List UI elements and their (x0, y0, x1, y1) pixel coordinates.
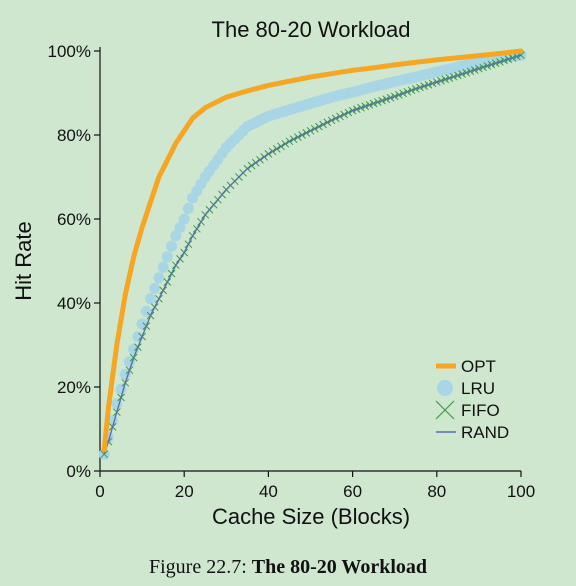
legend-label: RAND (461, 423, 509, 442)
lru-point (136, 318, 148, 330)
lru-point (149, 282, 161, 294)
lru-point (178, 213, 190, 225)
x-tick-label: 60 (343, 482, 362, 501)
y-tick-label: 20% (57, 378, 91, 397)
series-lru (98, 49, 527, 460)
x-tick-label: 40 (259, 482, 278, 501)
legend-entry-lru: LRU (437, 379, 495, 398)
rand-line (103, 54, 522, 455)
lru-point (145, 293, 157, 305)
y-tick-label: 0% (66, 462, 91, 481)
y-axis-label: Hit Rate (11, 221, 36, 300)
y-tick-label: 40% (57, 294, 91, 313)
legend-label: LRU (461, 379, 495, 398)
legend-entry-fifo: FIFO (435, 400, 500, 420)
y-tick-label: 80% (57, 126, 91, 145)
caption-prefix: Figure 22.7: (149, 556, 247, 578)
legend-entry-rand: RAND (436, 423, 509, 442)
x-tick-label: 80 (427, 482, 446, 501)
legend-label: FIFO (461, 401, 500, 420)
lru-point (182, 203, 194, 214)
chart-title: The 80-20 Workload (212, 17, 411, 42)
caption-title: The 80-20 Workload (251, 556, 427, 578)
lru-point (161, 251, 173, 263)
x-tick-label: 100 (507, 482, 535, 501)
legend-entry-opt: OPT (436, 357, 496, 376)
x-tick-label: 20 (175, 482, 194, 501)
legend-marker (437, 380, 453, 396)
y-tick-label: 60% (57, 210, 91, 229)
legend-marker (435, 400, 455, 420)
legend: OPT LRU FIFO RAND (435, 357, 509, 442)
series-rand (103, 54, 522, 455)
legend-label: OPT (461, 357, 496, 376)
plot-area (98, 48, 527, 460)
axes: 0% 20% 40% 60% 80% 100% 0 20 40 60 80 100 (48, 42, 536, 501)
lru-point (157, 261, 169, 273)
lru-point (174, 221, 186, 233)
x-axis-label: Cache Size (Blocks) (212, 504, 410, 529)
lru-point (153, 272, 165, 284)
figure-caption: Figure 22.7: The 80-20 Workload (0, 556, 576, 579)
series-opt (101, 48, 524, 453)
y-tick-label: 100% (48, 42, 91, 61)
lru-point (170, 230, 182, 242)
opt-line (101, 48, 524, 453)
lru-point (166, 240, 178, 252)
x-tick-label: 0 (95, 482, 104, 501)
